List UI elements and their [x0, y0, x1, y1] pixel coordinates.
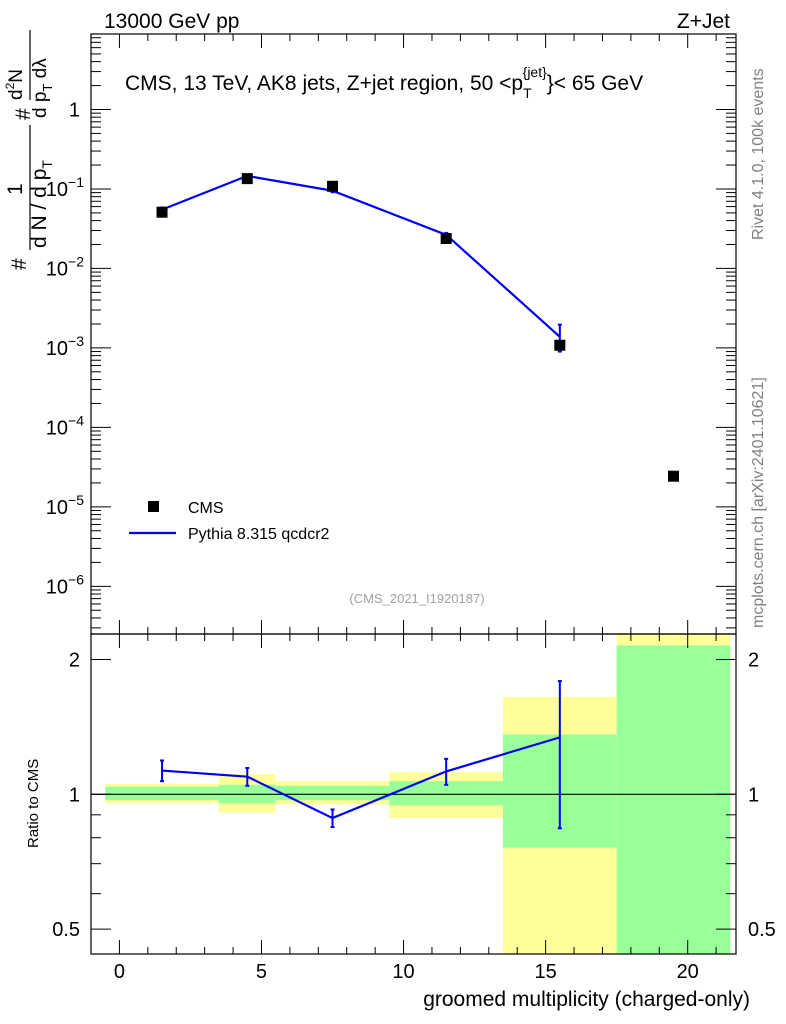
data-marks — [91, 173, 736, 830]
legend: CMS Pythia 8.315 qcdcr2 — [129, 500, 330, 543]
green-band-0 — [105, 786, 219, 801]
xlabel: groomed multiplicity (charged-only) — [423, 988, 750, 1011]
title-superscript: {jet} — [523, 64, 547, 80]
ylabel-one: 1 — [4, 183, 27, 195]
cms-data-point — [327, 180, 339, 192]
mcplots-label: mcplots.cern.ch [arXiv:2401.10621] — [750, 377, 767, 628]
energy-label: 13000 GeV pp — [104, 10, 239, 33]
ylabel-d2n: d2N — [3, 69, 27, 100]
ratio-ytick-label-left: 2 — [69, 649, 80, 671]
x-tick-label: 0 — [114, 961, 125, 983]
cms-data-point — [156, 206, 168, 218]
ratio-ytick-label-right: 0.5 — [748, 919, 776, 941]
green-band-2 — [275, 785, 390, 801]
process-label: Z+Jet — [677, 10, 730, 33]
main-ylabel: # 1 d N / d pT # d2N d pT dλ — [3, 30, 55, 270]
mc-line — [161, 174, 561, 338]
x-tick-label: 15 — [535, 961, 557, 983]
y-tick-label: 10−2 — [46, 253, 84, 280]
y-tick-label: 10−5 — [46, 492, 84, 519]
y-tick-label: 1 — [69, 99, 80, 121]
ylabel-dpt-dlambda: d pT dλ — [30, 58, 55, 118]
rivet-label: Rivet 4.1.0, 100k events — [750, 68, 767, 240]
ratio-ylabel: Ratio to CMS — [25, 759, 42, 848]
green-band-5 — [616, 645, 731, 954]
y-tick-label: 10−4 — [46, 412, 84, 439]
legend-marker-cms — [148, 501, 159, 512]
ratio-ytick-label-right: 2 — [748, 649, 759, 671]
x-tick-label: 20 — [677, 961, 699, 983]
ratio-ytick-label-right: 1 — [748, 784, 759, 806]
cms-data-point — [667, 470, 679, 482]
ratio-ytick-label-left: 0.5 — [52, 919, 80, 941]
y-tick-label: 10−1 — [46, 174, 84, 201]
x-tick-label: 10 — [392, 961, 414, 983]
ylabel-dn-dpt: d N / d pT — [28, 160, 55, 248]
y-tick-label: 10−3 — [46, 333, 84, 360]
main-frame — [90, 33, 737, 635]
cms-data-point — [241, 173, 253, 185]
axes: 0 5 10 15 20 1 10−1 10−2 10−3 10−4 10−5 10−6 0.5 0.5 1… — [46, 33, 776, 983]
legend-label-cms: CMS — [188, 500, 224, 517]
ylabel-hash-2: # — [12, 108, 35, 120]
ylabel-hash-1: # — [8, 258, 31, 270]
ratio-ytick-label-left: 1 — [69, 784, 80, 806]
x-tick-label: 5 — [256, 961, 267, 983]
cms-data-point — [440, 233, 452, 245]
main-title: CMS, 13 TeV, AK8 jets, Z+jet region, 50 … — [125, 64, 643, 101]
y-tick-label: 10−6 — [46, 571, 84, 598]
title-subscript: T — [523, 85, 532, 101]
cms-data-point — [554, 339, 566, 351]
analysis-id: (CMS_2021_I1920187) — [349, 591, 484, 606]
legend-label-pythia: Pythia 8.315 qcdcr2 — [188, 526, 330, 543]
